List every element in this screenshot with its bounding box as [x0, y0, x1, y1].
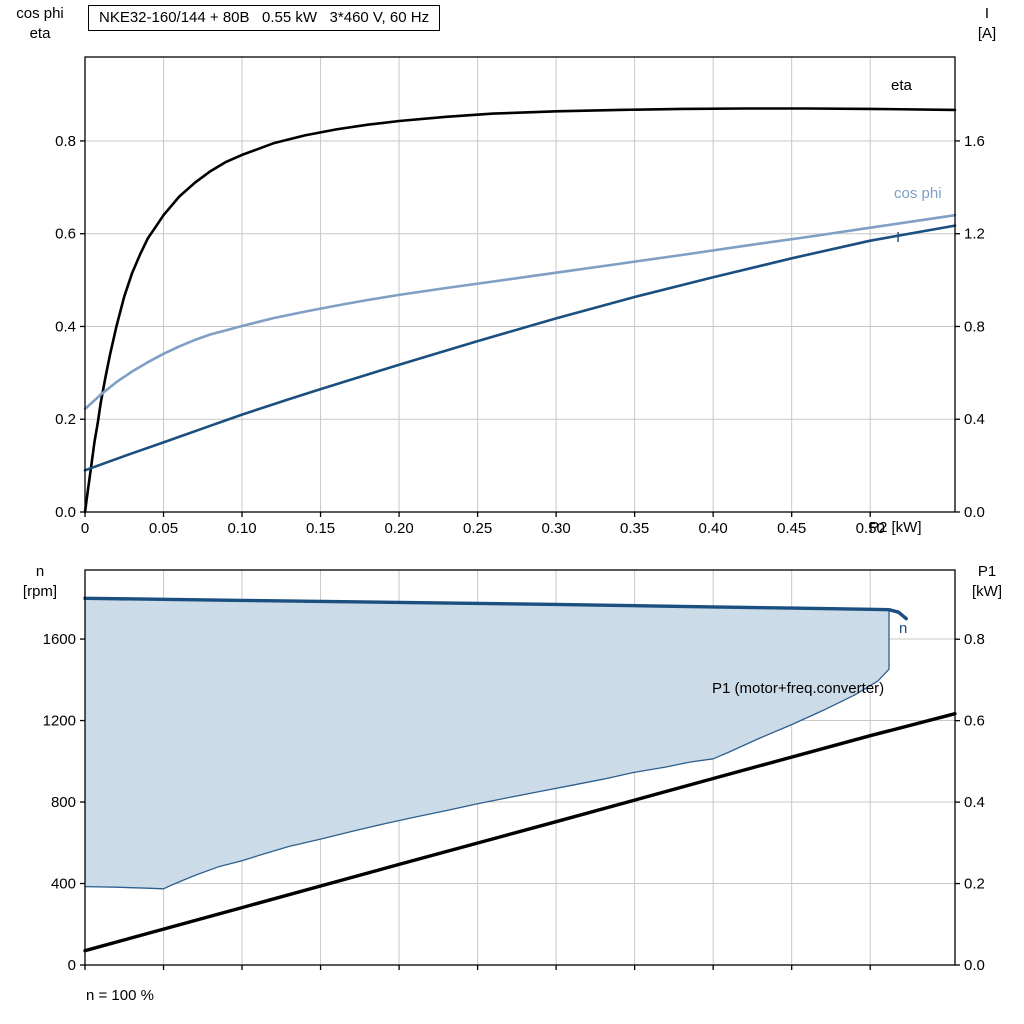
axis-label-current: I [A] — [958, 4, 1016, 44]
svg-text:1.2: 1.2 — [964, 226, 985, 243]
svg-text:800: 800 — [51, 794, 76, 811]
curve-label-p1: P1 (motor+freq.converter) — [712, 680, 885, 697]
axis-label-n-unit: [rpm] — [22, 583, 58, 600]
svg-text:0.25: 0.25 — [463, 520, 492, 537]
svg-text:0.4: 0.4 — [964, 411, 985, 428]
curve-label-cos-phi: cos phi — [894, 185, 942, 202]
svg-text:0.35: 0.35 — [620, 520, 649, 537]
axis-label-cosphi-eta: cos phi eta — [2, 4, 78, 44]
svg-text:0.2: 0.2 — [964, 876, 985, 893]
svg-text:0.8: 0.8 — [964, 318, 985, 335]
curve-label-eta: eta — [891, 77, 912, 94]
svg-text:0.2: 0.2 — [55, 411, 76, 428]
svg-text:0: 0 — [68, 957, 76, 974]
curve-label-current: I — [896, 229, 901, 246]
svg-text:0.10: 0.10 — [227, 520, 256, 537]
svg-text:0.0: 0.0 — [55, 504, 76, 521]
axis-label-p1-name: P1 — [977, 563, 997, 580]
axis-label-n: n — [35, 563, 45, 580]
svg-text:0.40: 0.40 — [699, 520, 728, 537]
svg-text:1200: 1200 — [43, 713, 76, 730]
svg-text:1.6: 1.6 — [964, 133, 985, 150]
svg-text:1600: 1600 — [43, 631, 76, 648]
svg-text:0.15: 0.15 — [306, 520, 335, 537]
svg-text:0.4: 0.4 — [964, 794, 985, 811]
axis-label-i: I — [984, 5, 990, 22]
svg-text:0.05: 0.05 — [149, 520, 178, 537]
axis-label-eta: eta — [29, 25, 51, 42]
svg-text:0.6: 0.6 — [964, 713, 985, 730]
svg-text:0.4: 0.4 — [55, 318, 76, 335]
x-axis-label: P2 [kW] — [869, 519, 922, 536]
curve-label-n: n — [899, 620, 908, 637]
axis-label-p1-unit: [kW] — [972, 583, 1002, 600]
svg-text:0.8: 0.8 — [964, 631, 985, 648]
chart-title: NKE32-160/144 + 80B 0.55 kW 3*460 V, 60 … — [88, 5, 441, 31]
svg-text:0: 0 — [81, 520, 89, 537]
svg-text:0.20: 0.20 — [384, 520, 413, 537]
axis-label-p1: P1 [kW] — [958, 562, 1016, 602]
axis-label-i-unit: [A] — [977, 25, 997, 42]
svg-text:0.30: 0.30 — [542, 520, 571, 537]
svg-text:0.50: 0.50 — [856, 520, 885, 537]
svg-text:0.0: 0.0 — [964, 504, 985, 521]
axis-label-cosphi: cos phi — [16, 5, 64, 22]
svg-text:0.8: 0.8 — [55, 133, 76, 150]
axis-label-speed: n [rpm] — [2, 562, 78, 602]
svg-text:0.0: 0.0 — [964, 957, 985, 974]
svg-text:400: 400 — [51, 876, 76, 893]
svg-text:0.6: 0.6 — [55, 226, 76, 243]
annotation-n-100-percent: n = 100 % — [86, 987, 154, 1004]
svg-text:0.45: 0.45 — [777, 520, 806, 537]
